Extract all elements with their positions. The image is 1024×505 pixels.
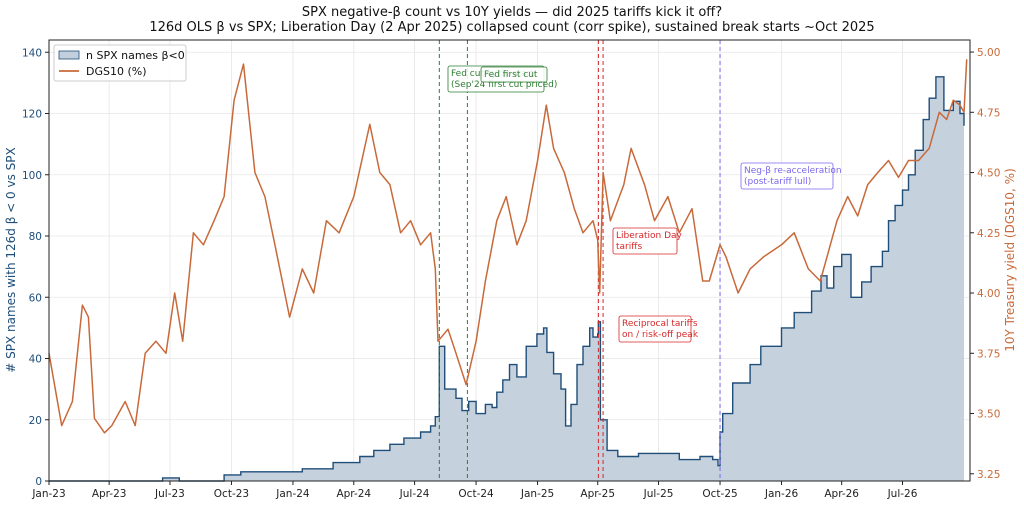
x-tick-label: Jul-23: [154, 488, 185, 500]
x-tick-label: Apr-23: [92, 488, 127, 500]
y-right-tick-label: 4.50: [977, 168, 1000, 180]
annotation-line: (Sep'24 first cut priced): [451, 80, 557, 90]
annotation-line: on / risk-off peak: [622, 330, 699, 340]
annotation-text: Neg-β re-acceleration (post-tariff lull): [744, 166, 842, 187]
y-right-tick-label: 3.75: [977, 348, 1000, 360]
x-tick-label: Oct-25: [702, 488, 737, 500]
annotation-box: [480, 66, 548, 83]
y-right-tick-label: 3.50: [977, 409, 1000, 421]
annotation-text: Reciprocal tariffs on / risk-off peak: [622, 319, 699, 340]
annotation-line: Neg-β re-acceleration: [744, 166, 842, 176]
annotation-box: [618, 315, 692, 343]
annotation-line: (post-tariff lull): [744, 177, 811, 187]
x-tick-label: Jan-26: [764, 488, 799, 500]
annotation-line: Liberation Day: [616, 231, 683, 241]
annotation-box: [612, 227, 678, 255]
count-area: [49, 76, 964, 482]
x-tick-label: Jul-26: [887, 488, 918, 500]
x-tick-label: Jul-24: [399, 488, 430, 500]
x-tick-label: Oct-23: [214, 488, 249, 500]
legend-box: [53, 44, 187, 82]
annotation-line: Fed first cut: [484, 70, 538, 80]
annotation-box: [740, 162, 834, 190]
x-tick-label: Jan-24: [275, 488, 310, 500]
chart-subtitle: 126d OLS β vs SPX; Liberation Day (2 Apr…: [149, 20, 874, 35]
y-right-tick-label: 3.25: [977, 469, 1000, 481]
y-left-tick-label: 100: [22, 170, 42, 182]
y-left-tick-label: 20: [29, 415, 42, 427]
x-axis: Jan-23 Apr-23 Jul-23 Oct-23 Jan-24 Apr-24 Jul-…: [31, 481, 918, 500]
y-left-tick-label: 140: [22, 47, 42, 59]
y-right-tick-label: 4.25: [977, 228, 1000, 240]
x-tick-label: Oct-24: [458, 488, 494, 500]
y-axis-right-label: 10Y Treasury yield (DGS10, %): [1003, 168, 1017, 352]
y-left-tick-label: 60: [29, 292, 42, 304]
x-tick-label: Jan-23: [31, 488, 65, 500]
y-left-tick-label: 80: [29, 231, 42, 243]
y-left-tick-label: 40: [29, 354, 42, 366]
legend-label-count: n SPX names β<0: [86, 49, 185, 62]
annotation-line: tariffs: [616, 242, 642, 252]
x-tick-label: Apr-26: [824, 488, 859, 500]
annotation-text: Liberation Day tariffs: [616, 231, 683, 252]
legend-label-yield: DGS10 (%): [86, 65, 147, 78]
count-line: [49, 76, 965, 482]
x-tick-label: Apr-24: [336, 488, 371, 500]
plot-frame: [48, 39, 971, 482]
y-right-tick-label: 4.75: [977, 107, 1000, 119]
annotations: Fed cut cycle start(Sep'24 first cut pri…: [447, 65, 842, 343]
y-left-tick-label: 120: [22, 109, 42, 121]
annotation-text: Fed first cut: [484, 70, 538, 80]
x-tick-label: Apr-25: [580, 488, 615, 500]
x-tick-label: Jul-25: [643, 488, 674, 500]
yield-line: [48, 59, 968, 434]
y-right-tick-label: 5.00: [977, 47, 1000, 59]
y-right-tick-label: 4.00: [977, 288, 1000, 300]
y-axis-left: 0 20 40 60 80 100 120 140: [22, 47, 49, 488]
yield-line-layer: [48, 59, 968, 434]
x-tick-label: Jan-25: [520, 488, 554, 500]
legend-swatch-count: [58, 50, 80, 60]
annotation-line: Reciprocal tariffs: [622, 319, 698, 329]
count-area-layer: [49, 76, 965, 482]
y-axis-right: 3.25 3.50 3.75 4.00 4.25 4.50 4.75 5.00: [970, 47, 1000, 481]
legend: n SPX names β<0 DGS10 (%): [53, 44, 187, 82]
chart-title: SPX negative-β count vs 10Y yields — did…: [302, 5, 722, 20]
y-axis-left-label: # SPX names with 126d β < 0 vs SPX: [4, 147, 18, 373]
y-left-tick-label: 0: [35, 476, 42, 488]
